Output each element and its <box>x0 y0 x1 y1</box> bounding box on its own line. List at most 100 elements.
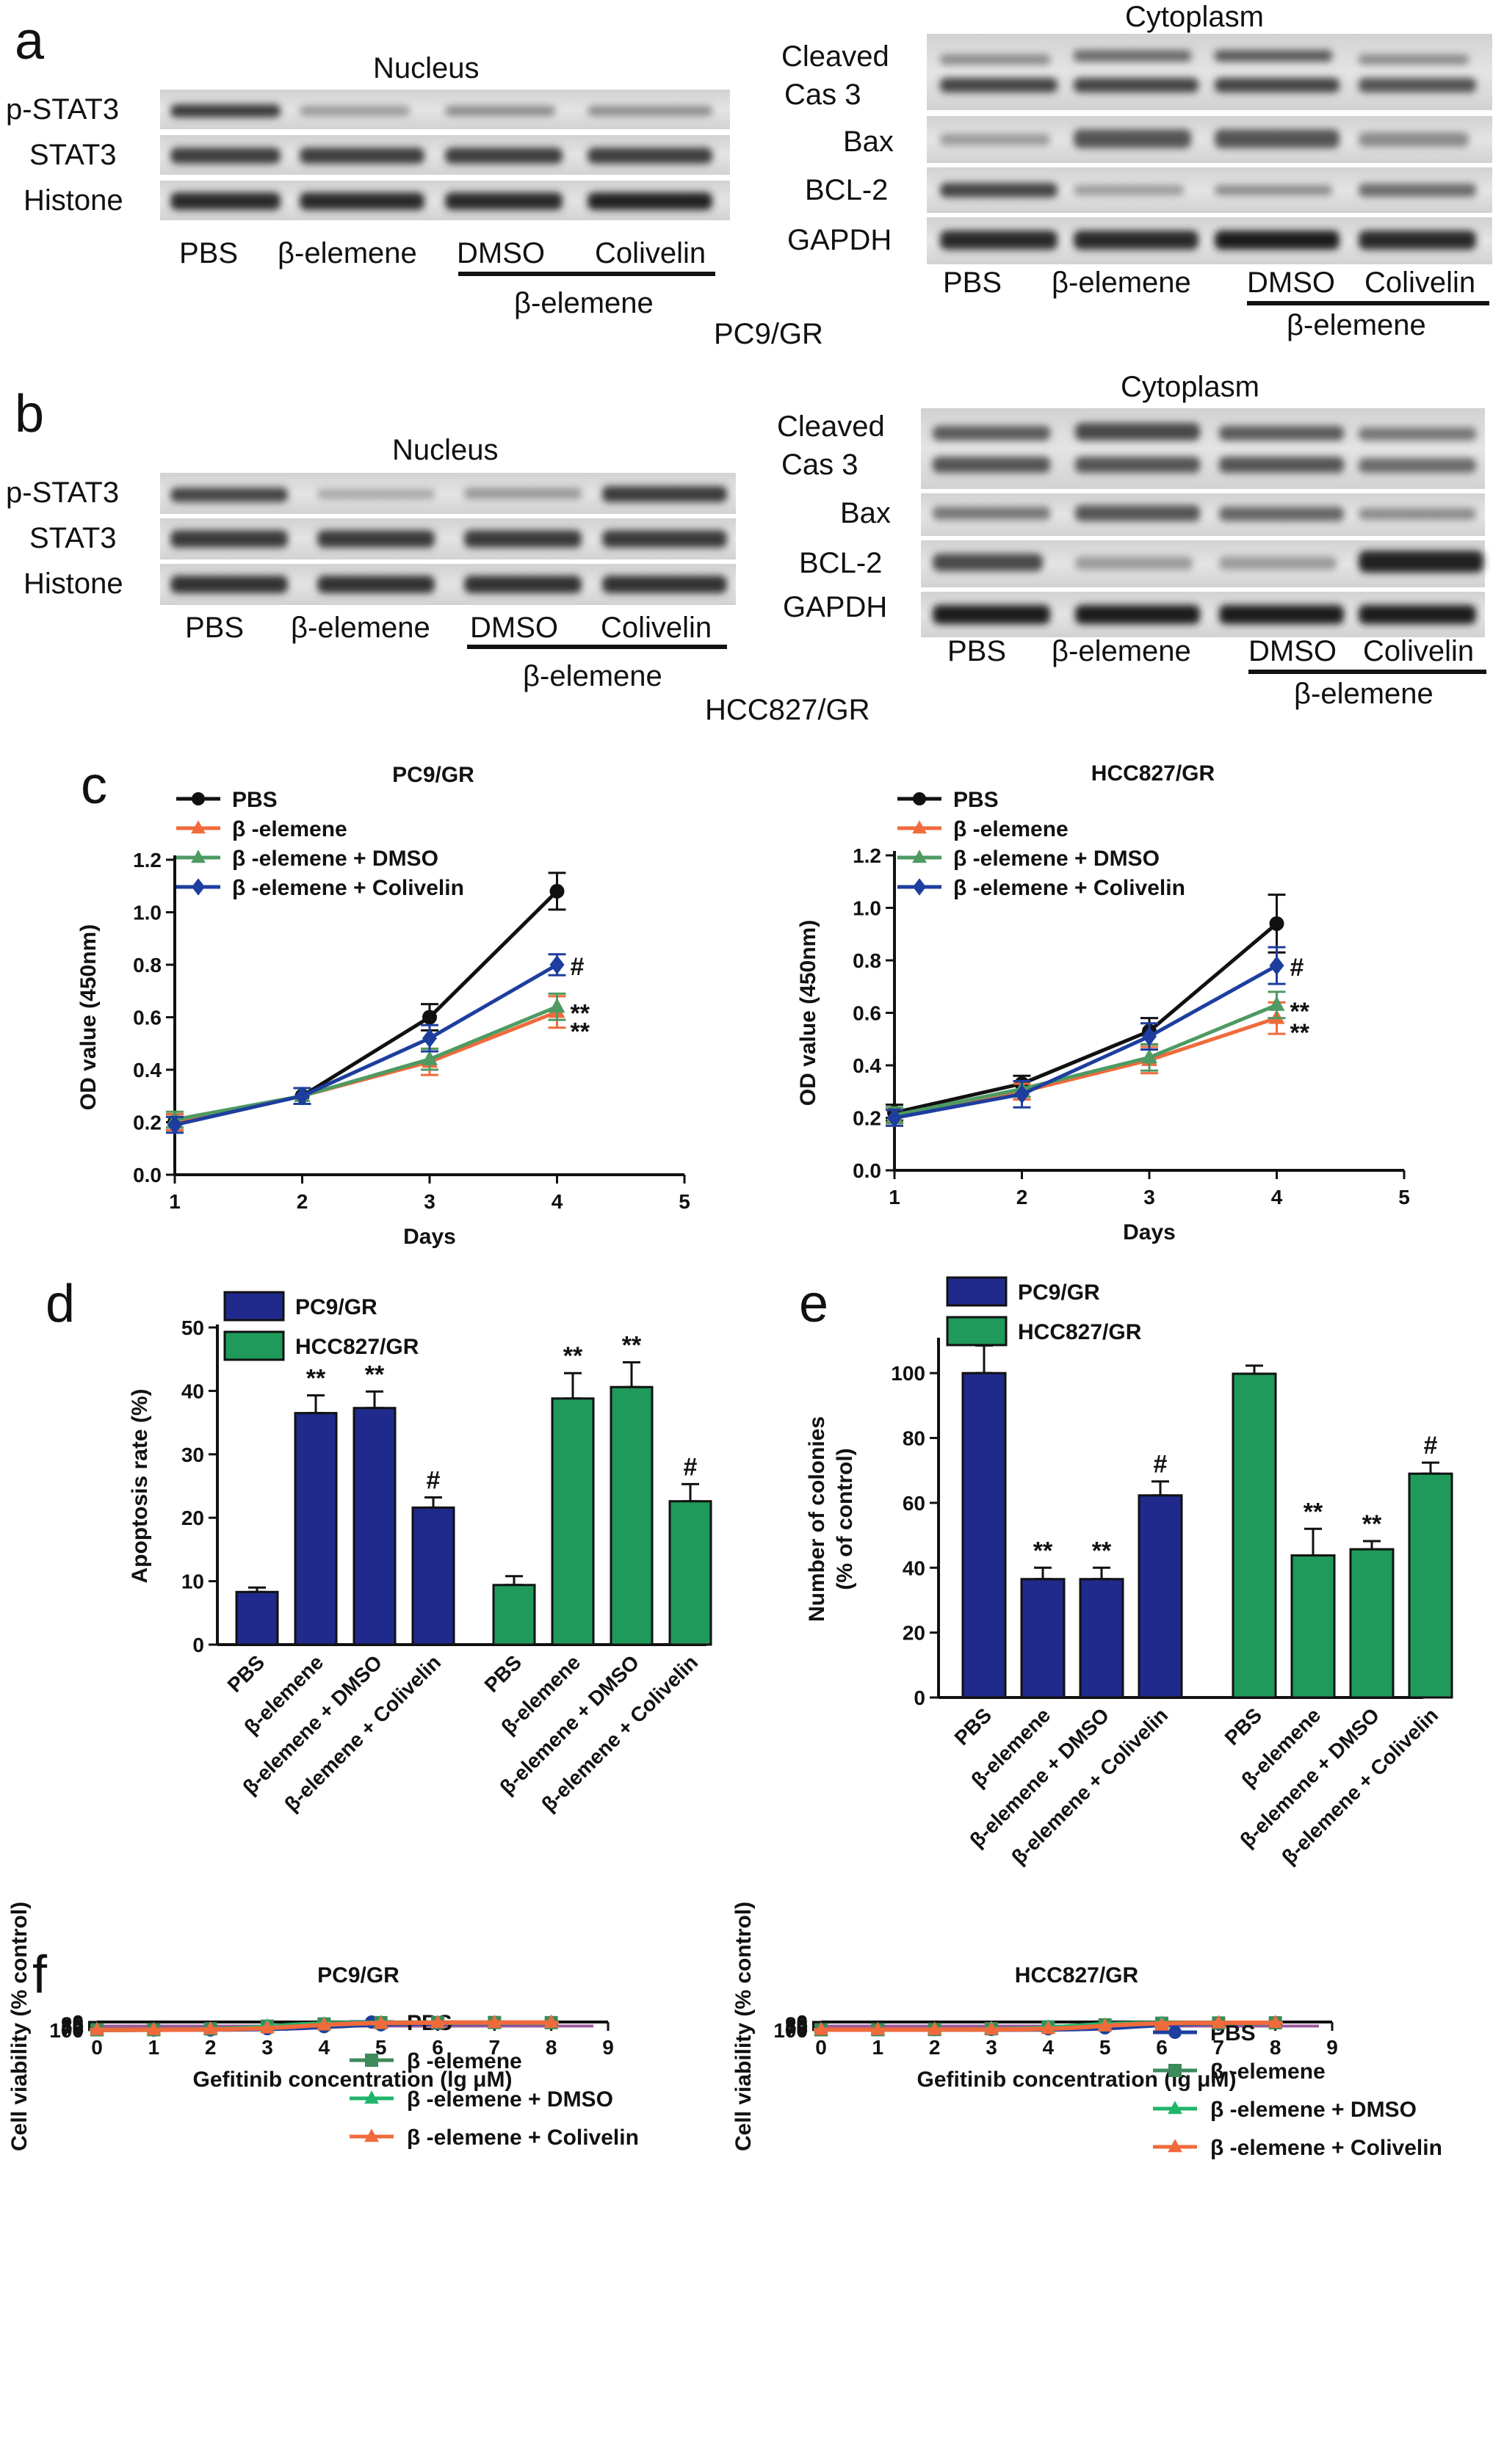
band <box>1215 185 1332 195</box>
significance-mark: # <box>1154 1451 1168 1479</box>
y-tick-label: 100 <box>773 2019 808 2042</box>
blot-a-lane-label: PBS <box>943 267 1002 299</box>
bar <box>1138 1494 1183 1699</box>
y-tick-label: 0.0 <box>853 1159 881 1182</box>
data-point <box>927 2021 942 2035</box>
significance-mark: ** <box>571 1018 590 1046</box>
blot-a-nucleus: Nucleus p-STAT3 STAT3 Histone PBS <box>6 52 730 319</box>
significance-mark: ** <box>306 1364 326 1392</box>
band <box>170 488 288 502</box>
data-point <box>373 2015 388 2029</box>
data-point <box>1041 2021 1056 2034</box>
legend-label: β -elemene + Colivelin <box>232 876 464 900</box>
bar <box>1232 1372 1277 1699</box>
band <box>940 78 1058 93</box>
series-line <box>174 1004 558 1122</box>
y-tick-label: 0 <box>796 2011 808 2034</box>
legend-label: β -elemene + DMSO <box>1210 2098 1417 2122</box>
band <box>1074 50 1191 62</box>
blot-a-lane-label: Colivelin <box>1364 267 1475 299</box>
data-point <box>191 849 206 863</box>
data-point <box>294 1086 310 1106</box>
series-line <box>174 963 558 1127</box>
data-point <box>365 2054 378 2067</box>
blot-b-group-label: β-elemene <box>1294 678 1434 710</box>
y-axis-label: OD value (450nm) <box>796 920 820 1106</box>
legend-label: β -elemene + DMSO <box>407 2087 613 2112</box>
band <box>1359 231 1476 250</box>
y-tick-label: 0.0 <box>133 1164 162 1186</box>
y-tick-label: 40 <box>903 1557 925 1579</box>
band <box>1075 457 1200 473</box>
band <box>1219 507 1344 521</box>
y-tick-label: 20 <box>903 1622 925 1645</box>
y-tick-label: 75 <box>785 2017 808 2040</box>
x-tick-label: 5 <box>375 2036 387 2059</box>
x-category-label: PBS <box>1221 1703 1267 1750</box>
band <box>588 106 712 116</box>
x-tick-label: 4 <box>1043 2036 1055 2059</box>
legend-label: β -elemene + DMSO <box>232 847 438 871</box>
bar <box>1349 1548 1395 1699</box>
series-line <box>174 890 559 1124</box>
x-tick-label: 5 <box>1099 2036 1111 2059</box>
bar <box>610 1385 654 1646</box>
blot-b-row-label: Cleaved <box>777 410 885 443</box>
data-point <box>1168 2101 1182 2115</box>
data-point <box>422 1050 438 1065</box>
y-tick-label: 20 <box>181 1507 204 1529</box>
band <box>1359 551 1483 573</box>
blot-b-row-label: GAPDH <box>783 591 887 623</box>
band <box>170 576 288 593</box>
y-tick-label: 0 <box>914 1686 925 1709</box>
data-point <box>260 2020 275 2034</box>
cell-line-label-a: PC9/GR <box>714 318 823 350</box>
band <box>933 457 1050 473</box>
data-point <box>430 2015 445 2029</box>
y-axis-label: Number of colonies <box>805 1416 829 1622</box>
blot-a-row-label: STAT3 <box>29 139 117 171</box>
legend-label: PC9/GR <box>295 1295 377 1319</box>
band <box>445 106 555 116</box>
band <box>1074 78 1198 93</box>
x-category-label: PBS <box>223 1650 270 1697</box>
y-tick-label: 0 <box>192 1634 204 1656</box>
band <box>1075 605 1200 624</box>
blot-b-nucleus-title: Nucleus <box>392 434 499 466</box>
chart-title: HCC827/GR <box>1091 761 1215 786</box>
significance-mark: ** <box>365 1360 385 1388</box>
significance-mark: ** <box>571 1000 590 1028</box>
legend-swatch <box>946 1276 1008 1307</box>
legend-label: HCC827/GR <box>1018 1320 1142 1344</box>
x-tick-label: 4 <box>552 1190 563 1213</box>
y-tick-label: 100 <box>49 2019 84 2042</box>
data-point <box>364 2128 379 2142</box>
band <box>1074 185 1184 195</box>
blot-a-cytoplasm: Cytoplasm <box>781 1 1492 341</box>
x-tick-label: 8 <box>546 2036 557 2059</box>
chart-title: PC9/GR <box>392 763 474 787</box>
x-axis-label: Gefitinib concentration (lg μM) <box>193 2068 513 2092</box>
blot-a-group-label: β-elemene <box>1287 309 1426 341</box>
blot-a-lane-label: β-elemene <box>1052 267 1191 299</box>
significance-mark: ** <box>1290 998 1310 1026</box>
band <box>1359 184 1476 197</box>
series-line <box>894 1003 1278 1117</box>
cell-line-label-b: HCC827/GR <box>705 694 870 726</box>
x-tick-label: 3 <box>1143 1186 1155 1209</box>
band <box>464 576 582 593</box>
band <box>940 134 1050 145</box>
panel-a: a Nucleus p-STAT3 STAT3 <box>6 1 1492 350</box>
blot-b-cytoplasm-title: Cytoplasm <box>1121 371 1259 403</box>
bar <box>1290 1554 1336 1699</box>
band <box>933 554 1043 571</box>
blot-a-row-label: p-STAT3 <box>6 93 119 126</box>
blot-a-lane-label: PBS <box>179 237 238 269</box>
y-axis-label: Apoptosis rate (%) <box>128 1388 152 1583</box>
y-tick-label: 0.6 <box>133 1007 162 1029</box>
data-point <box>1014 1084 1030 1104</box>
x-tick-label: 6 <box>1156 2036 1168 2059</box>
blot-b-row-label: Histone <box>24 568 123 600</box>
x-tick-label: 5 <box>679 1190 690 1213</box>
